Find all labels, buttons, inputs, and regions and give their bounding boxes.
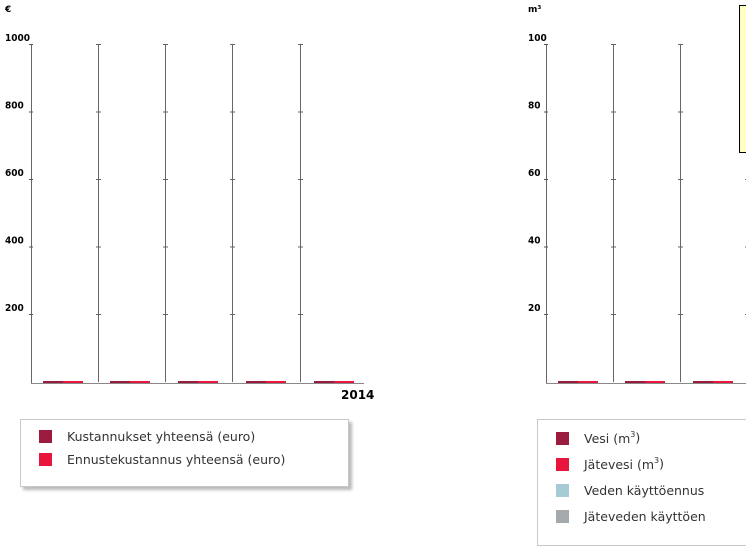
water-y-tick-label: 20 bbox=[528, 303, 541, 314]
cost-bar bbox=[63, 381, 83, 383]
water-legend-item: Vesi (m 3) bbox=[556, 430, 640, 446]
cost-bar bbox=[198, 381, 218, 383]
cost-bar bbox=[334, 381, 354, 383]
cost-bar bbox=[43, 381, 63, 383]
water-legend-swatch bbox=[556, 483, 569, 497]
cost-bar bbox=[130, 381, 150, 383]
cost-legend-label: Kustannukset yhteensä (euro) bbox=[67, 428, 256, 444]
water-legend: Vesi (m 3) Jätevesi (m 3) Veden käyttöennus J… bbox=[537, 419, 746, 546]
cost-chart: €1000 800 600 400 200 2014 m³ 100 80 60 40 20 bbox=[4, 5, 746, 402]
water-legend-swatch bbox=[556, 509, 569, 523]
water-y-tick-label: 100 bbox=[528, 33, 547, 44]
cost-y-tick-label: 600 bbox=[5, 168, 24, 179]
water-legend-label: Veden käyttöennus bbox=[584, 482, 705, 498]
cost-bar bbox=[178, 381, 198, 383]
water-unit-label: m³ bbox=[528, 5, 541, 15]
cost-bar bbox=[266, 381, 286, 383]
cost-legend-item: Kustannukset yhteensä (euro) bbox=[39, 428, 255, 444]
water-bar bbox=[645, 381, 665, 383]
water-legend-label: Vesi (m bbox=[584, 430, 631, 446]
water-bar bbox=[558, 381, 578, 383]
cost-legend-swatch bbox=[39, 429, 52, 443]
water-legend-unit-suffix: 3) bbox=[630, 430, 641, 446]
water-legend-label: Jätevesi (m bbox=[584, 456, 655, 472]
hover-tooltip bbox=[739, 5, 746, 153]
water-bar bbox=[713, 381, 733, 383]
cost-y-tick-label: 1000 bbox=[5, 33, 30, 44]
water-bar bbox=[578, 381, 598, 383]
cost-legend: Kustannukset yhteensä (euro) Ennustekusta… bbox=[20, 419, 349, 487]
water-bar bbox=[693, 381, 713, 383]
water-legend-item: Jätevesi (m 3) bbox=[556, 456, 664, 472]
water-legend-swatch bbox=[556, 457, 569, 471]
cost-legend-label: Ennustekustannus yhteensä (euro) bbox=[67, 451, 286, 467]
water-legend-item: Veden käyttöennus bbox=[556, 482, 704, 498]
water-legend-label: Jäteveden käyttöen bbox=[584, 508, 706, 524]
water-y-tick-label: 80 bbox=[528, 101, 541, 112]
water-legend-item: Jäteveden käyttöen bbox=[556, 508, 706, 524]
water-y-tick-label: 60 bbox=[528, 168, 541, 179]
water-legend-swatch bbox=[556, 431, 569, 445]
cost-bar bbox=[110, 381, 130, 383]
water-bar bbox=[625, 381, 645, 383]
cost-y-tick-label: 400 bbox=[5, 236, 24, 247]
water-legend-unit-suffix: 3) bbox=[654, 456, 665, 472]
cost-bar bbox=[314, 381, 334, 383]
water-y-tick-label: 40 bbox=[528, 236, 541, 247]
cost-legend-item: Ennustekustannus yhteensä (euro) bbox=[39, 451, 285, 467]
cost-legend-swatch bbox=[39, 452, 52, 466]
cost-x-category-label: 2014 bbox=[341, 388, 374, 402]
cost-unit-label: € bbox=[4, 5, 11, 15]
cost-y-tick-label: 800 bbox=[5, 101, 24, 112]
cost-bar bbox=[246, 381, 266, 383]
cost-y-tick-label: 200 bbox=[5, 303, 24, 314]
